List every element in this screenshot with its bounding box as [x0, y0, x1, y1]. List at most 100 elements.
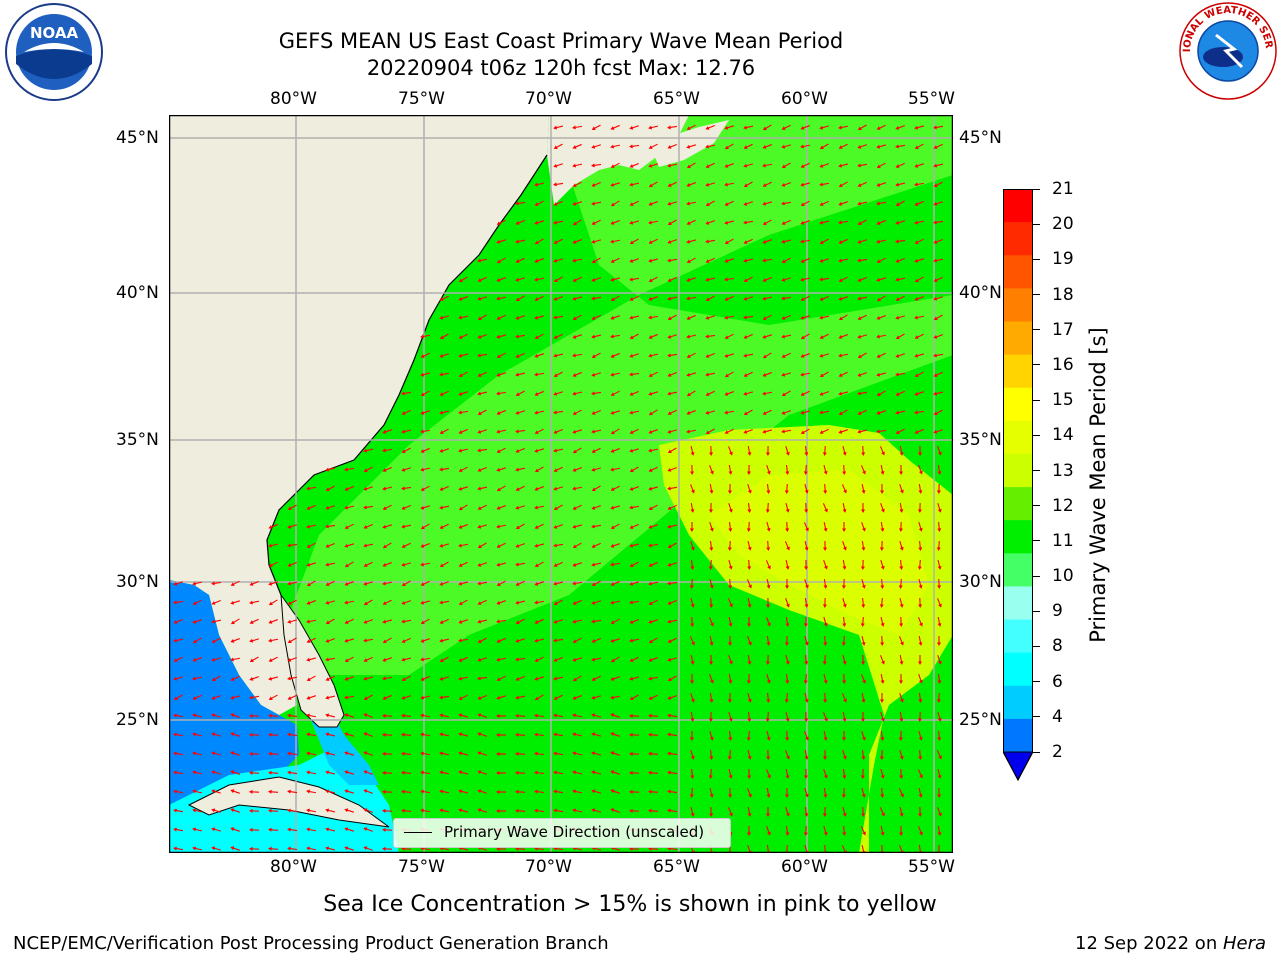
wave-direction-arrow — [648, 448, 659, 453]
wave-direction-arrow — [933, 220, 944, 225]
wave-direction-arrow — [743, 371, 753, 377]
wave-direction-arrow — [728, 464, 733, 475]
wave-direction-arrow — [496, 732, 507, 737]
wave-direction-arrow — [690, 768, 695, 779]
wave-direction-arrow — [705, 277, 716, 282]
wave-direction-arrow — [610, 732, 620, 737]
wave-direction-arrow — [306, 637, 316, 643]
wave-direction-arrow — [819, 295, 829, 301]
wave-direction-arrow — [879, 446, 885, 456]
wave-direction-arrow — [880, 616, 885, 627]
lon-label-bottom-55w: 55°W — [908, 857, 955, 877]
wave-direction-arrow — [629, 448, 639, 453]
wave-direction-arrow — [211, 808, 221, 813]
wave-period-map: Primary Wave Direction (unscaled) — [169, 115, 953, 853]
wave-direction-arrow — [553, 486, 563, 491]
wave-direction-arrow — [937, 768, 942, 779]
wave-direction-arrow — [937, 616, 942, 627]
wave-direction-arrow — [496, 524, 507, 529]
wave-direction-arrow — [823, 730, 828, 741]
wave-direction-arrow — [458, 694, 468, 700]
legend-line-sample — [404, 832, 432, 833]
wave-direction-arrow — [173, 618, 183, 624]
wave-direction-arrow — [287, 561, 297, 567]
wave-direction-arrow — [933, 409, 943, 415]
wave-direction-arrow — [747, 711, 752, 722]
wave-direction-arrow — [747, 445, 752, 456]
wave-direction-arrow — [933, 181, 943, 187]
wave-direction-arrow — [553, 258, 563, 263]
wave-direction-arrow — [382, 846, 393, 851]
wave-direction-arrow — [705, 334, 716, 339]
wave-direction-arrow — [781, 124, 791, 130]
wave-direction-arrow — [325, 846, 336, 851]
wave-direction-arrow — [709, 445, 714, 456]
wave-direction-arrow — [648, 713, 659, 718]
wave-direction-arrow — [306, 846, 317, 851]
wave-direction-arrow — [629, 543, 640, 548]
wave-direction-arrow — [591, 429, 602, 434]
wave-direction-arrow — [800, 333, 810, 340]
wave-direction-arrow — [686, 334, 697, 339]
wave-direction-arrow — [553, 391, 563, 396]
colorbar-segment — [1003, 619, 1033, 654]
wave-direction-arrow — [724, 391, 734, 396]
wave-direction-arrow — [914, 353, 925, 358]
wave-direction-arrow — [572, 808, 583, 813]
wave-direction-arrow — [709, 540, 714, 551]
wave-direction-arrow — [420, 523, 430, 530]
colorbar-tick-mark — [1033, 505, 1040, 507]
wave-direction-arrow — [743, 333, 753, 339]
wave-direction-arrow — [648, 181, 658, 188]
wave-direction-arrow — [686, 257, 696, 263]
wave-direction-arrow — [648, 276, 658, 282]
wave-direction-arrow — [667, 467, 677, 472]
wave-direction-arrow — [861, 522, 866, 532]
wave-direction-arrow — [287, 732, 298, 737]
wave-direction-arrow — [914, 258, 924, 263]
wave-direction-arrow — [401, 429, 412, 434]
wave-direction-arrow — [842, 768, 847, 779]
wave-direction-arrow — [420, 751, 431, 756]
wave-direction-arrow — [899, 806, 904, 817]
wave-direction-arrow — [173, 600, 184, 605]
wave-direction-arrow — [610, 239, 621, 244]
wave-direction-arrow — [880, 787, 885, 798]
wave-direction-arrow — [819, 428, 829, 434]
wave-direction-arrow — [363, 694, 373, 700]
wave-direction-arrow — [420, 562, 431, 567]
wave-direction-arrow — [382, 789, 393, 794]
wave-direction-arrow — [728, 578, 733, 589]
wave-direction-arrow — [553, 770, 564, 775]
wave-direction-arrow — [173, 789, 184, 794]
wave-direction-arrow — [363, 770, 373, 775]
wave-direction-arrow — [477, 276, 487, 282]
wave-direction-arrow — [249, 713, 260, 718]
wave-direction-arrow — [420, 732, 431, 737]
wave-direction-arrow — [743, 143, 753, 149]
wave-direction-arrow — [515, 201, 526, 206]
wave-direction-arrow — [667, 334, 677, 339]
chart-title-line2: 20220904 t06z 120h fcst Max: 12.76 — [366, 56, 756, 80]
wave-direction-arrow — [173, 808, 184, 813]
wave-direction-arrow — [823, 750, 827, 760]
wave-direction-arrow — [648, 543, 659, 548]
wave-direction-arrow — [192, 732, 203, 737]
wave-direction-arrow — [572, 258, 583, 263]
wave-direction-arrow — [648, 409, 658, 416]
wave-direction-arrow — [648, 732, 659, 737]
wave-direction-arrow — [382, 429, 392, 434]
wave-direction-arrow — [553, 619, 563, 624]
wave-direction-arrow — [689, 636, 695, 646]
wave-direction-arrow — [819, 353, 829, 358]
wave-direction-arrow — [439, 656, 449, 662]
wave-direction-arrow — [895, 257, 905, 263]
wave-direction-arrow — [667, 637, 677, 643]
wave-direction-arrow — [880, 673, 885, 684]
wave-direction-arrow — [553, 410, 564, 415]
wave-direction-arrow — [458, 428, 468, 434]
wave-direction-arrow — [268, 770, 279, 775]
colorbar-tick-label: 8 — [1052, 636, 1063, 657]
wave-direction-arrow — [534, 220, 544, 225]
wave-direction-arrow — [800, 410, 811, 415]
